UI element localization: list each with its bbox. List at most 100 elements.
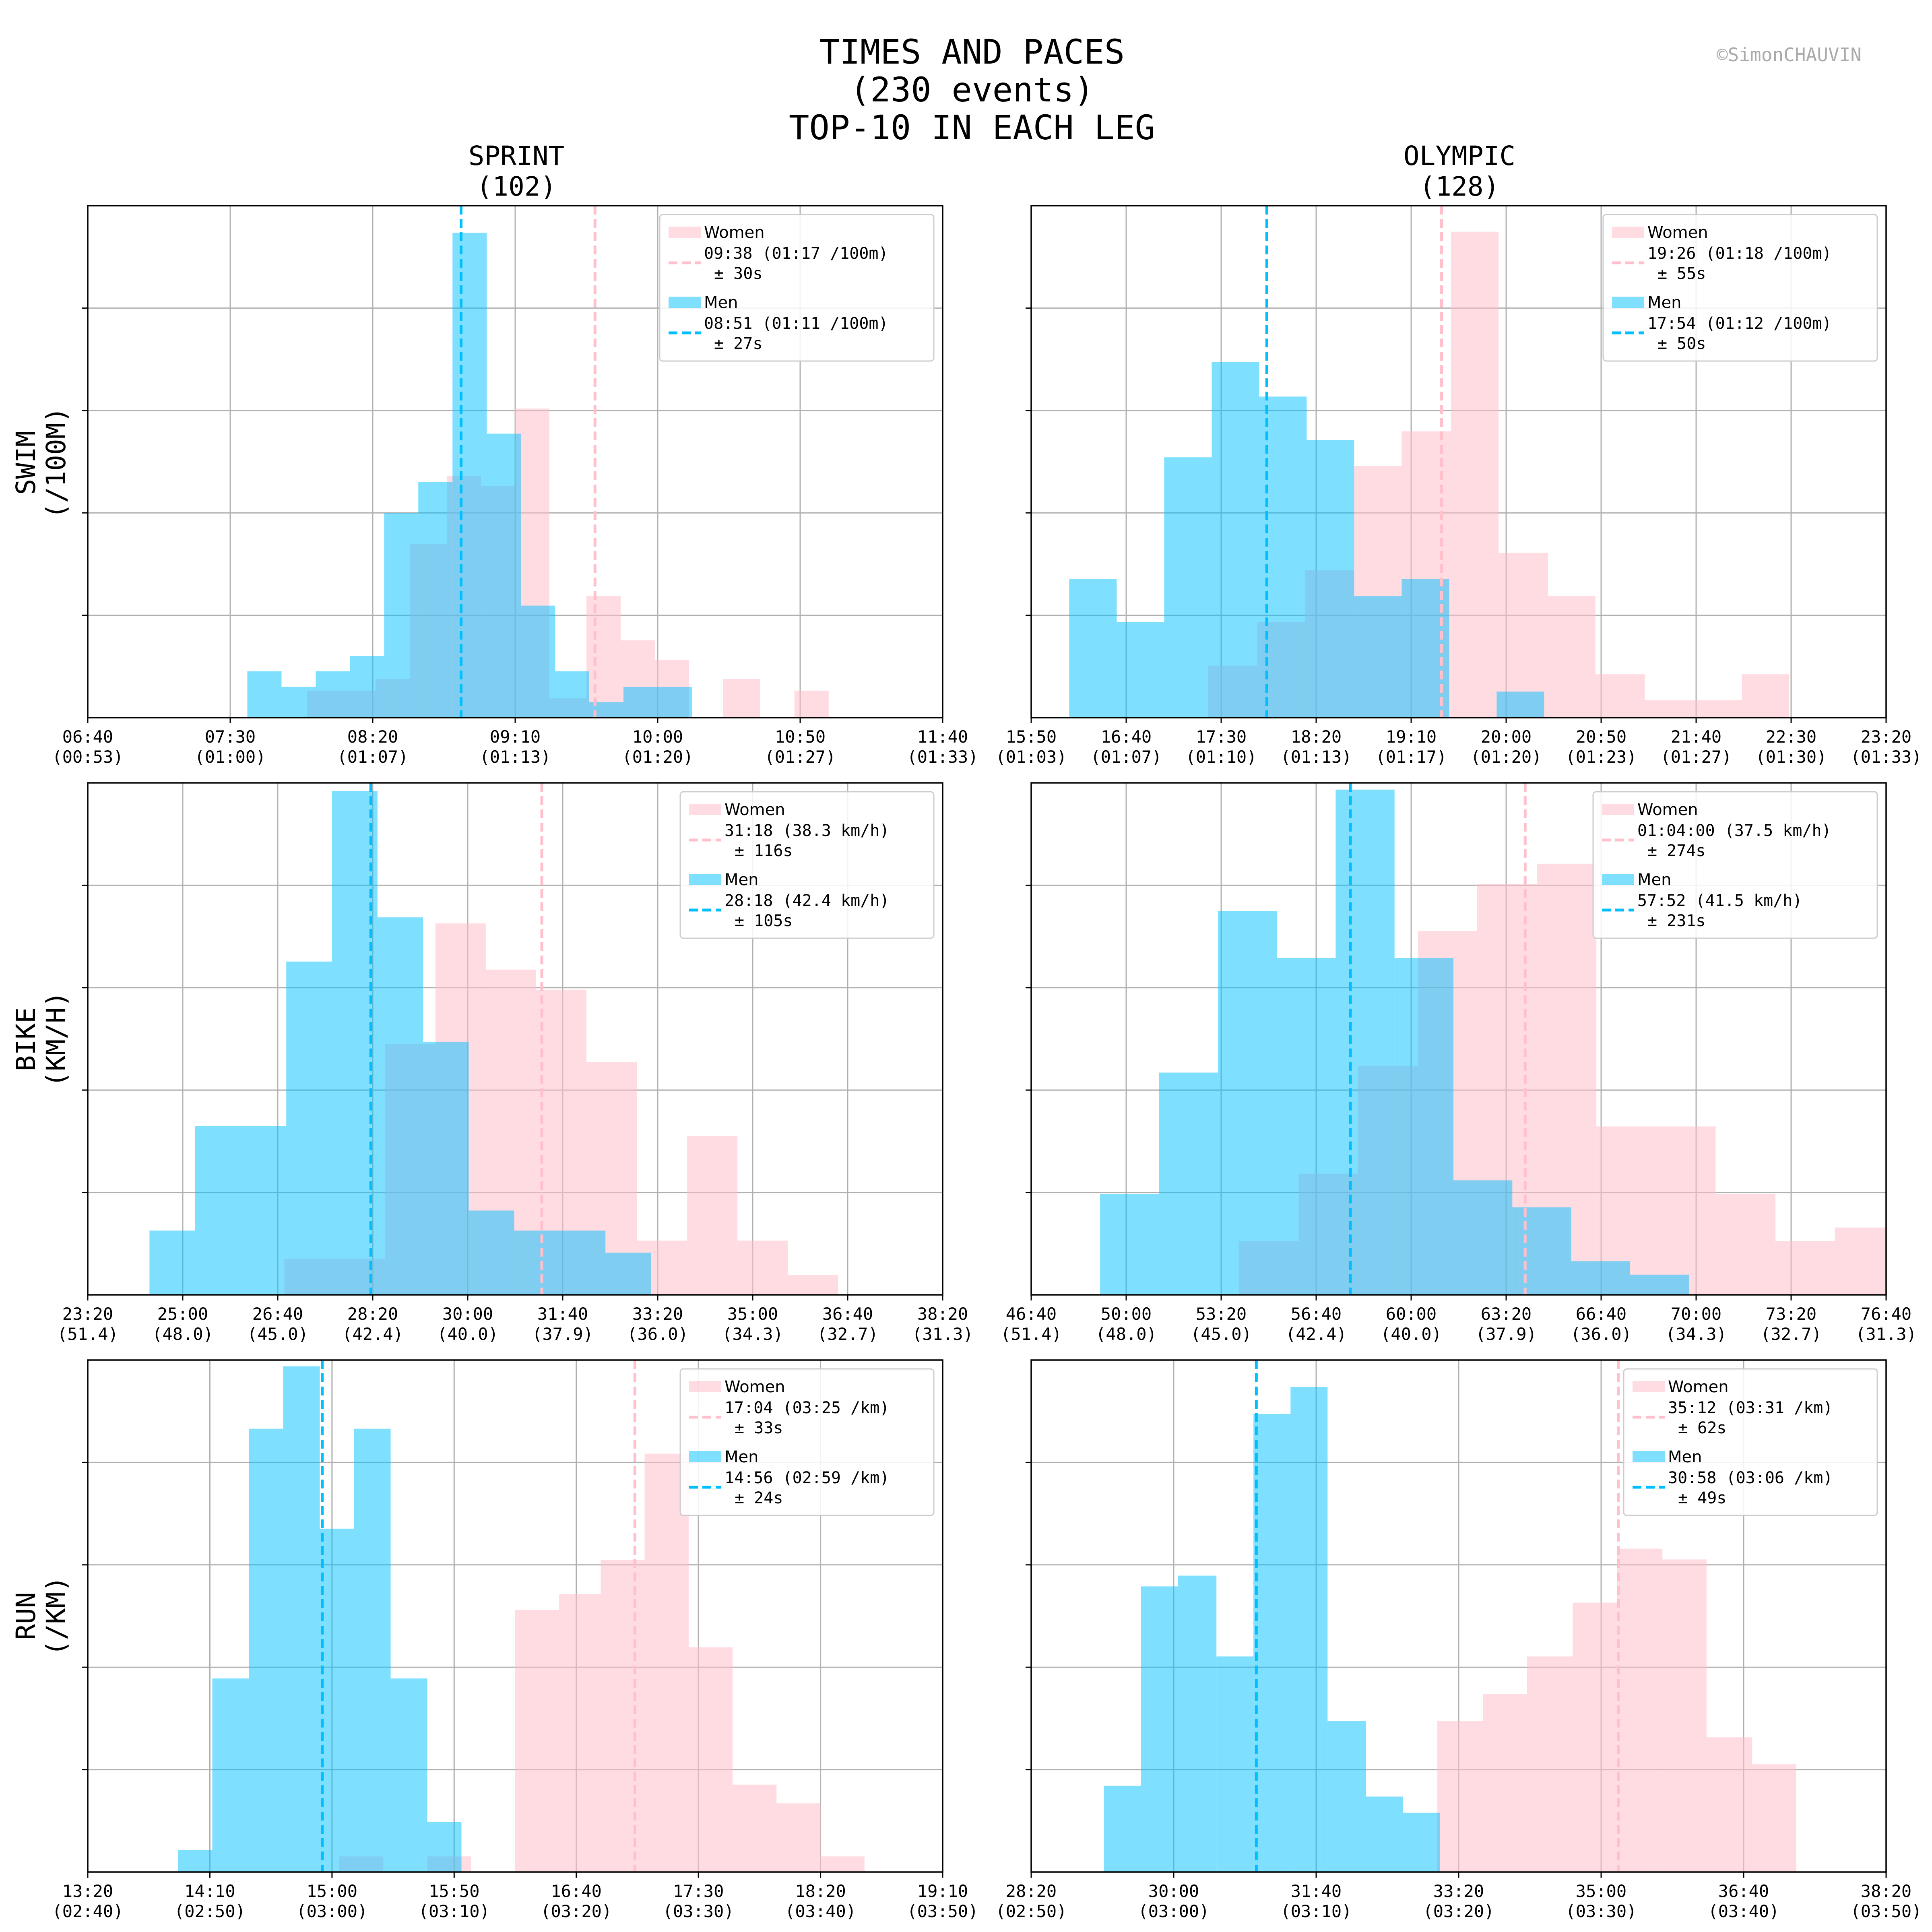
women-bar <box>688 1647 733 1872</box>
women-bar <box>1645 700 1693 718</box>
x-tick-label: 46:40 <box>1006 1304 1057 1324</box>
x-tick-label: (01:27) <box>1660 747 1732 767</box>
x-tick-label: 18:20 <box>1291 727 1342 747</box>
legend-patch <box>1602 804 1634 815</box>
men-bar <box>1253 1414 1291 1872</box>
legend-label: Men <box>1637 871 1671 889</box>
men-bar <box>1512 1207 1571 1295</box>
x-tick-label: (03:20) <box>1423 1901 1494 1921</box>
men-bar <box>1403 1812 1440 1872</box>
column-title-sprint: SPRINT <box>469 140 564 171</box>
x-tick-label: 38:20 <box>1861 1881 1911 1901</box>
men-bar <box>452 233 487 718</box>
x-tick-label: 36:40 <box>822 1304 873 1324</box>
legend-box <box>1592 791 1878 939</box>
men-bar <box>469 1210 514 1295</box>
x-tick-label: (01:00) <box>194 747 266 767</box>
men-bar <box>1104 1785 1141 1872</box>
x-tick-label: (01:30) <box>1755 747 1827 767</box>
legend-sd-text: ± 105s <box>735 912 793 930</box>
men-bar <box>1141 1586 1178 1872</box>
legend: Women 19:26 (01:18 /100m)± 55s Men 17:54 (0… <box>1602 214 1878 362</box>
x-tick-label: 19:10 <box>1386 727 1437 747</box>
legend-women-patch: Women <box>669 223 765 242</box>
men-bar <box>423 1042 469 1295</box>
legend-women-patch: Women <box>689 801 785 819</box>
legend-patch <box>689 1381 721 1392</box>
legend-patch <box>1612 227 1644 238</box>
men-bar <box>514 1230 560 1295</box>
x-tick-label: (01:17) <box>1375 747 1447 767</box>
x-tick-label: (01:20) <box>1470 747 1542 767</box>
men-bar <box>390 1678 427 1872</box>
x-tick-label: 22:30 <box>1766 727 1816 747</box>
legend-sd-text: ± 30s <box>714 264 762 283</box>
x-tick-label: (34.3) <box>1666 1324 1727 1344</box>
men-bar <box>1117 622 1164 718</box>
x-tick-label: (01:33) <box>1850 747 1922 767</box>
men-bar <box>605 1253 651 1295</box>
panel-run-sprint: 13:20(02:40) 14:10(02:50) 15:00(03:00) 15:5… <box>52 1359 978 1921</box>
legend-patch <box>669 297 701 308</box>
legend-sd-text: ± 50s <box>1657 334 1706 353</box>
legend-label: Women <box>724 801 785 819</box>
x-tick-label: (03:10) <box>419 1901 490 1921</box>
men-bar <box>1069 579 1117 718</box>
men-bar <box>1277 958 1336 1295</box>
x-tick-label: 19:10 <box>917 1881 968 1901</box>
legend-box <box>679 791 935 939</box>
x-tick-label: (03:30) <box>1565 1901 1637 1921</box>
legend-men-patch: Men <box>689 1448 758 1466</box>
women-bar <box>601 1560 645 1872</box>
x-tick-label: (01:23) <box>1565 747 1637 767</box>
x-tick-label: 30:00 <box>442 1304 493 1324</box>
legend-patch <box>689 804 721 815</box>
bars <box>178 1366 865 1872</box>
women-bar <box>644 1453 689 1872</box>
legend-women-mean: 17:04 (03:25 /km) ± 33s <box>689 1399 889 1437</box>
men-bar <box>240 1126 287 1295</box>
women-bar <box>1548 596 1596 718</box>
legend-label: Women <box>704 223 765 242</box>
legend-mean-text: 30:58 (03:06 /km) <box>1668 1469 1833 1487</box>
men-bar <box>281 687 316 718</box>
women-bar <box>687 1136 738 1295</box>
men-bar <box>1178 1575 1217 1872</box>
figure-title: TIMES AND PACES (230 events) TOP-10 IN E… <box>789 32 1155 147</box>
x-tick-label: (02:50) <box>174 1901 246 1921</box>
men-bar <box>418 482 453 718</box>
x-tick-label: 56:40 <box>1291 1304 1342 1324</box>
legend-label: Men <box>1668 1448 1702 1466</box>
x-tick-label: (31.3) <box>912 1324 973 1344</box>
legend: Women 17:04 (03:25 /km) ± 33s Men 14:56 (02:… <box>679 1368 935 1516</box>
legend-mean-text: 35:12 (03:31 /km) <box>1668 1399 1833 1417</box>
x-tick-label: 53:20 <box>1196 1304 1247 1324</box>
men-bars <box>178 1366 462 1872</box>
men-bar <box>1159 1072 1218 1295</box>
x-tick-label: 36:40 <box>1718 1881 1769 1901</box>
legend-patch <box>1633 1381 1665 1392</box>
x-tick-label: 76:40 <box>1861 1304 1911 1324</box>
legend-mean-text: 57:52 (41.5 km/h) <box>1637 892 1802 910</box>
women-bar <box>1437 1721 1483 1872</box>
legend-label: Men <box>724 1448 758 1466</box>
men-bar <box>178 1850 213 1872</box>
men-bar <box>1164 457 1212 718</box>
legend-mean-text: 28:18 (42.4 km/h) <box>724 892 889 910</box>
x-tick-label: (31.3) <box>1856 1324 1917 1344</box>
x-tick-label: (48.0) <box>152 1324 213 1344</box>
men-bar <box>1453 1180 1513 1295</box>
men-bar <box>249 1428 283 1872</box>
legend-patch <box>689 874 721 885</box>
men-bar <box>1290 1387 1328 1872</box>
x-tick-label: 28:20 <box>347 1304 398 1324</box>
x-tick-label: (01:13) <box>1280 747 1352 767</box>
column-count-sprint: (102) <box>477 171 557 202</box>
x-tick-label: (00:53) <box>52 747 123 767</box>
legend-men-mean: 28:18 (42.4 km/h) ± 105s <box>689 892 889 930</box>
x-tick-label: 14:10 <box>184 1881 235 1901</box>
x-tick-label: 33:20 <box>632 1304 683 1324</box>
x-tick-label: (03:00) <box>1138 1901 1209 1921</box>
x-tick-label: (45.0) <box>1191 1324 1252 1344</box>
